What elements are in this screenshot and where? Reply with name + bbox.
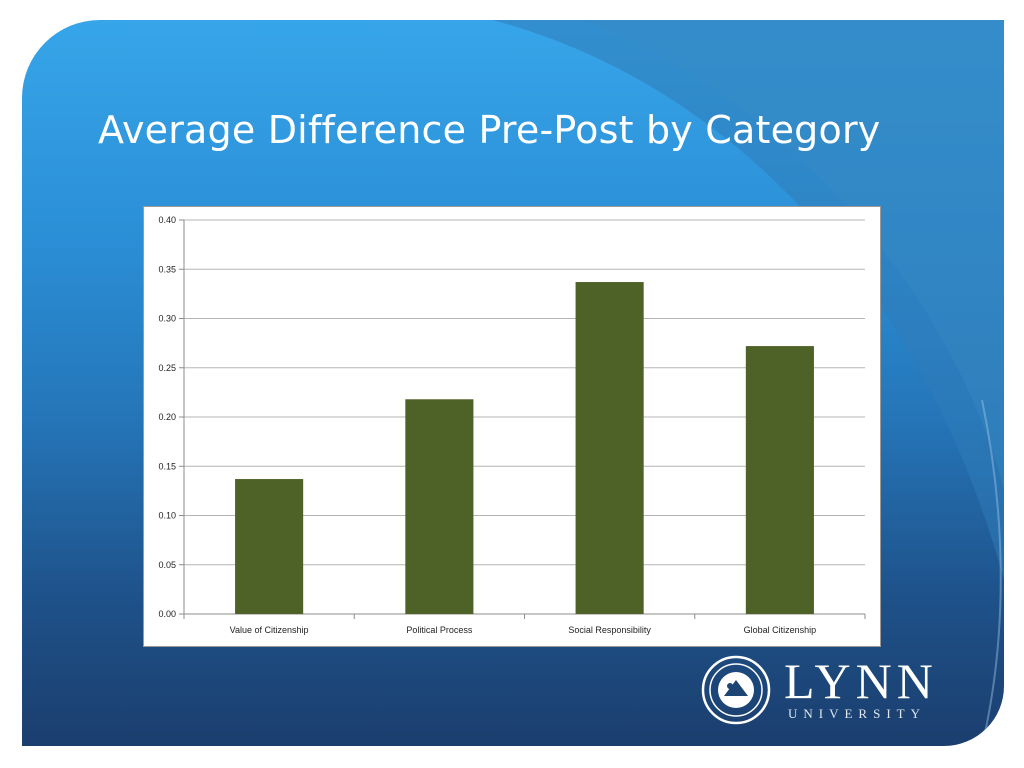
logo-subtitle: UNIVERSITY bbox=[788, 706, 926, 721]
y-tick-label: 0.30 bbox=[158, 314, 176, 324]
x-tick-label: Value of Citizenship bbox=[230, 625, 309, 635]
y-tick-label: 0.35 bbox=[158, 264, 176, 274]
lynn-university-logo: LYNN UNIVERSITY bbox=[700, 654, 940, 726]
bar bbox=[745, 346, 814, 614]
y-tick-label: 0.40 bbox=[158, 215, 176, 225]
x-tick-label: Social Responsibility bbox=[568, 625, 651, 635]
y-tick-label: 0.25 bbox=[158, 363, 176, 373]
bar bbox=[405, 399, 474, 614]
slide-title: Average Difference Pre-Post by Category bbox=[98, 108, 881, 152]
y-tick-label: 0.00 bbox=[158, 609, 176, 619]
chart-canvas: 0.00 0.05 0.10 0.15 0.20 0.25 0.30 0.35 0.40 Valu… bbox=[158, 215, 866, 635]
slide: Average Difference Pre-Post by Category … bbox=[22, 20, 1004, 746]
x-tick-label: Political Process bbox=[406, 625, 473, 635]
y-tick-label: 0.15 bbox=[158, 461, 176, 471]
bar-chart: 0.00 0.05 0.10 0.15 0.20 0.25 0.30 0.35 0.40 Valu… bbox=[143, 206, 881, 647]
y-tick-label: 0.20 bbox=[158, 412, 176, 422]
logo-name: LYNN bbox=[784, 653, 938, 709]
bar bbox=[575, 282, 644, 614]
university-seal-icon bbox=[701, 655, 771, 725]
bar bbox=[235, 479, 304, 614]
y-tick-label: 0.10 bbox=[158, 511, 176, 521]
background-swoosh bbox=[492, 20, 1004, 746]
y-tick-label: 0.05 bbox=[158, 560, 176, 570]
x-tick-label: Global Citizenship bbox=[744, 625, 817, 635]
